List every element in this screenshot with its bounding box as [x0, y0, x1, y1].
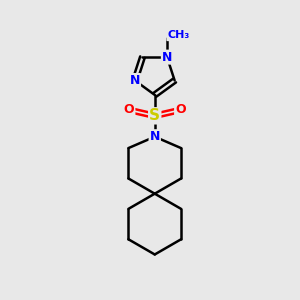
Text: O: O	[175, 103, 186, 116]
Text: CH₃: CH₃	[167, 30, 190, 40]
Text: O: O	[124, 103, 134, 116]
Text: N: N	[162, 51, 172, 64]
Text: N: N	[150, 130, 160, 143]
Text: N: N	[130, 74, 140, 87]
Text: S: S	[149, 108, 160, 123]
